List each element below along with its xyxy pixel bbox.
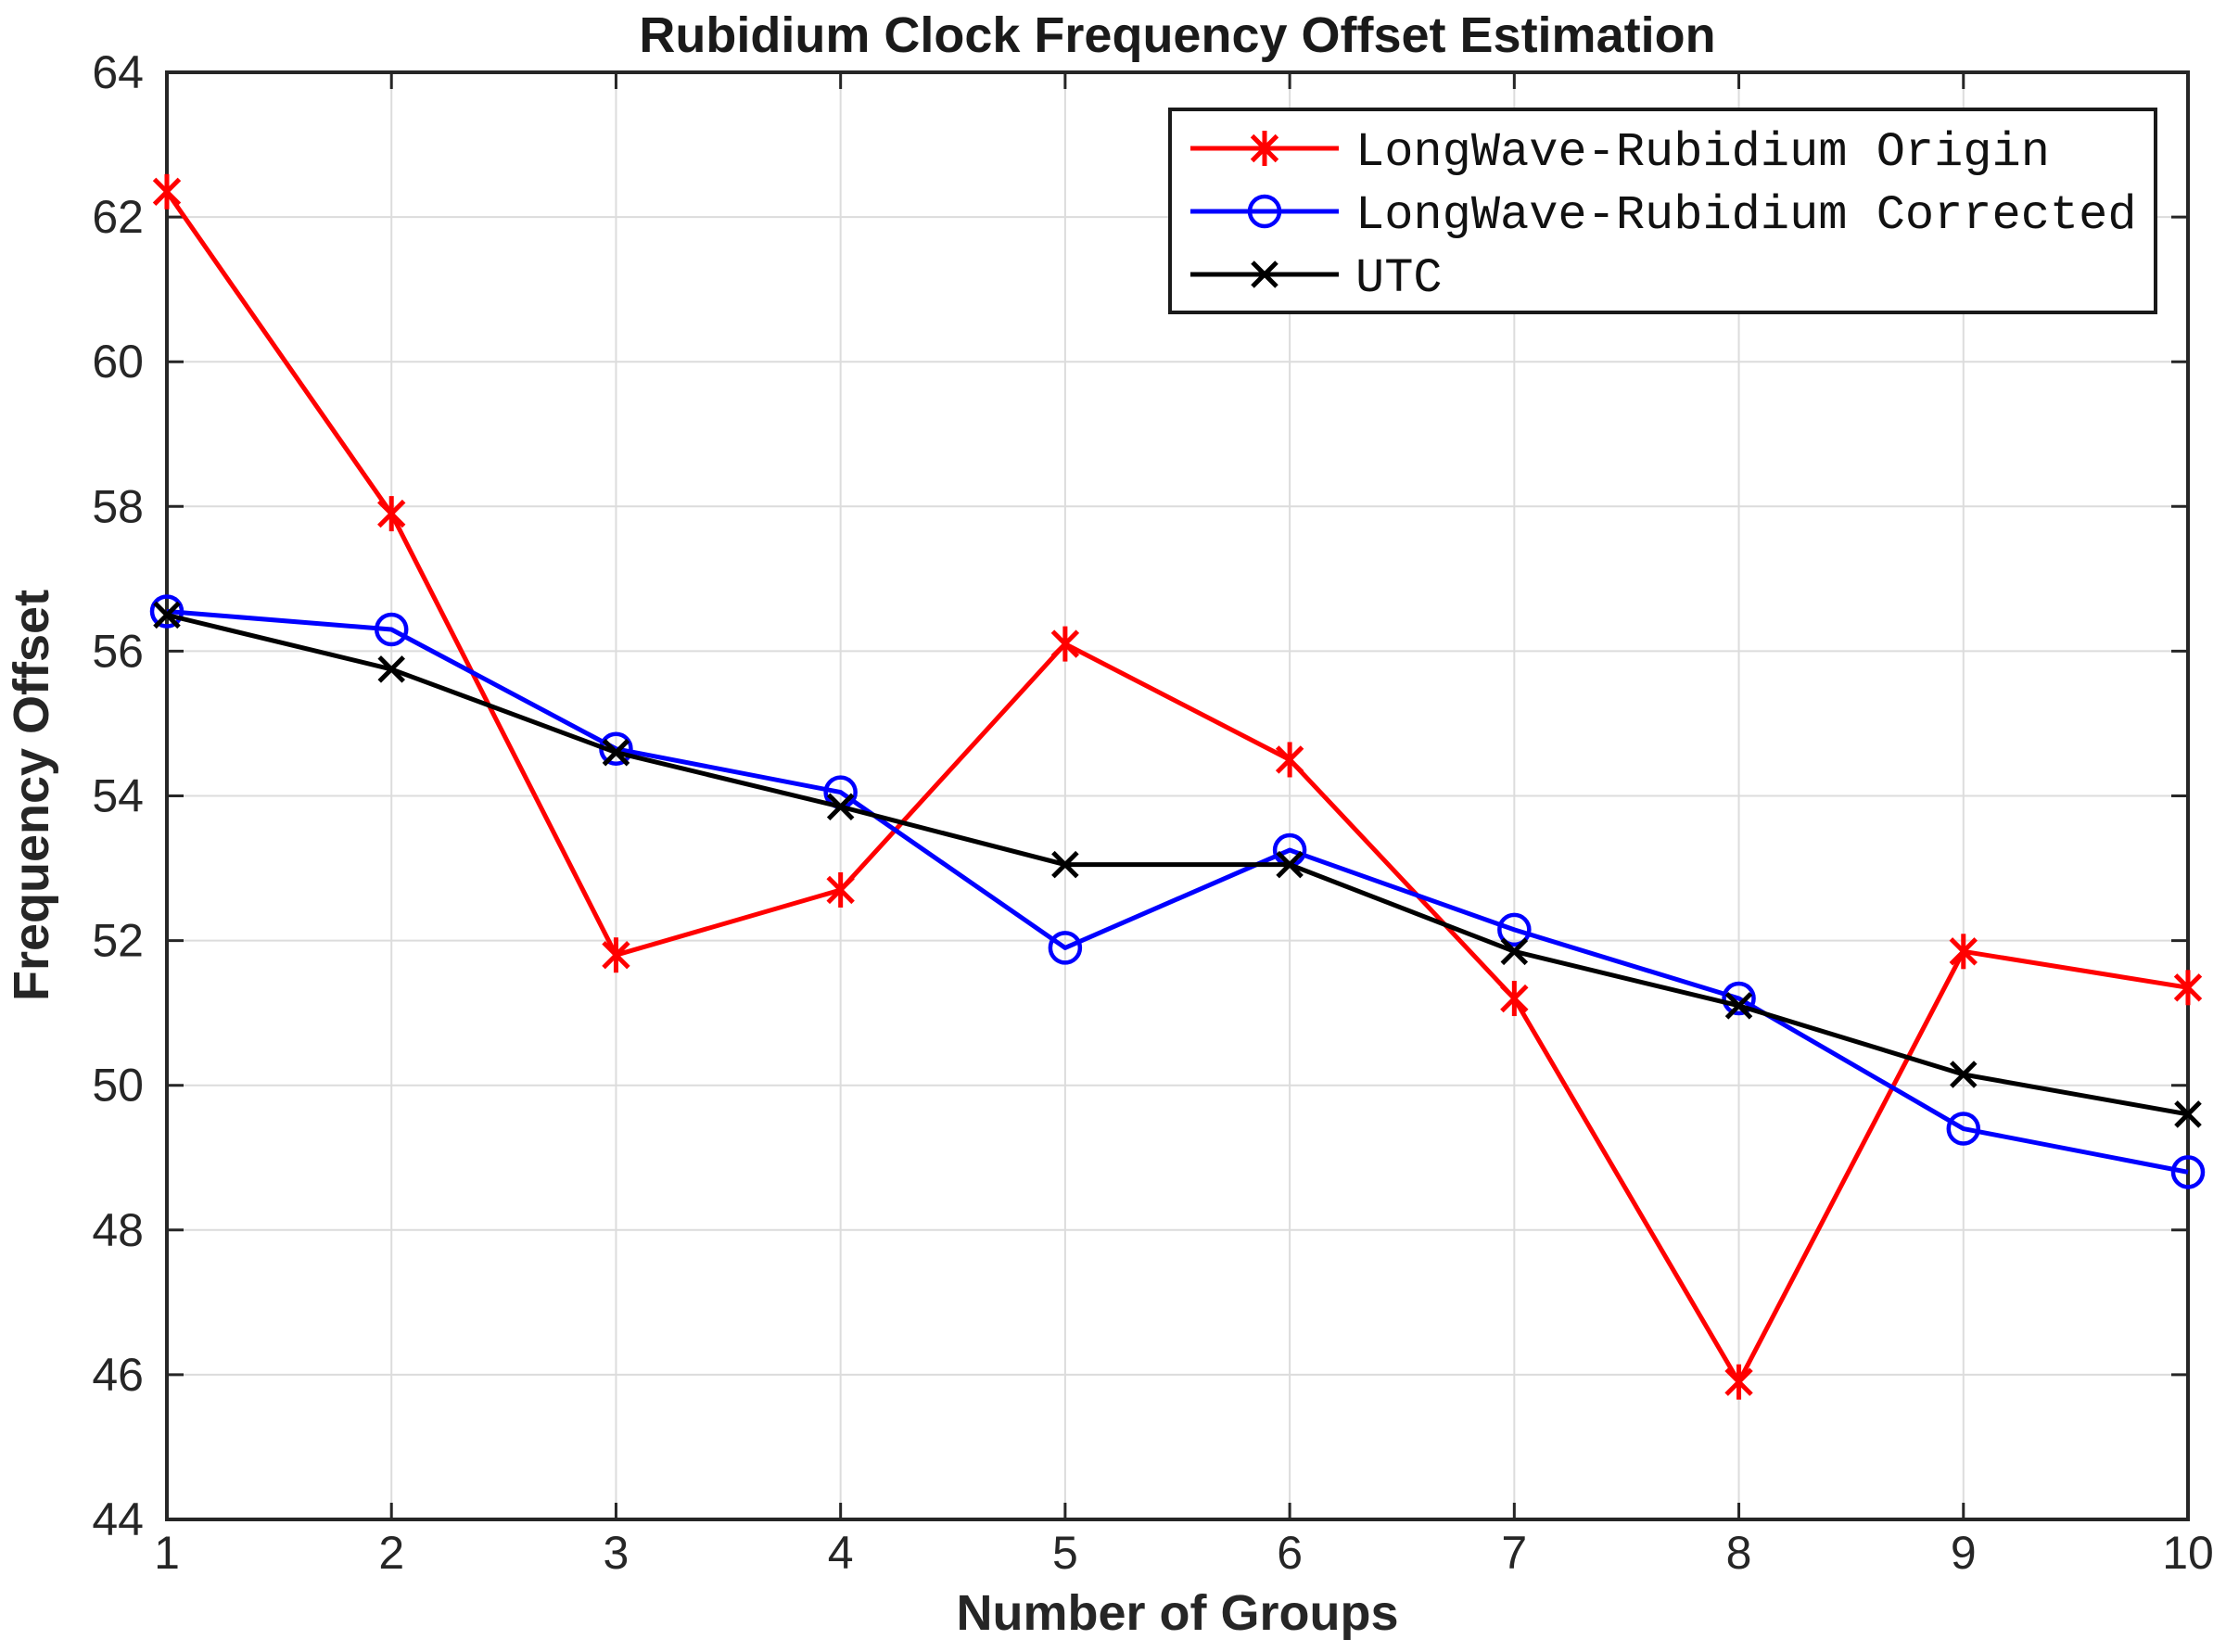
marker-circle [1497,912,1532,947]
line [1724,992,1753,1020]
axis-ticks [165,70,2190,1521]
line [826,793,855,820]
legend-label-origin: LongWave-Rubidium Origin [1355,125,2050,180]
series-longwave-rubidium-corrected [149,594,2206,1189]
y-tick-label: 64 [92,46,144,98]
line [1276,850,1304,879]
y-tick-labels: 44 46 48 50 52 54 56 58 60 62 64 [92,46,144,1545]
y-tick-label: 48 [92,1204,144,1256]
line [1251,261,1278,288]
data-series [149,173,2206,1400]
marker-circle [374,612,409,647]
marker-x [1500,937,1529,966]
marker-circle [1247,194,1282,229]
y-tick-label: 60 [92,336,144,388]
series-line-longwave-rubidium-origin [164,190,2189,1385]
line [1500,937,1529,966]
x-tick-label: 8 [1726,1527,1752,1579]
marker-circle [1722,981,1756,1016]
y-tick-label: 54 [92,770,144,822]
y-tick-label: 46 [92,1349,144,1401]
marker-circle [149,594,184,629]
marker-x [2174,1100,2202,1128]
x-axis-label: Number of Groups [956,1585,1398,1641]
line [1050,629,1080,658]
legend-samples [1190,131,1339,288]
line [153,601,181,629]
line [1275,745,1304,774]
x-tick-label: 7 [1501,1527,1527,1579]
line [1949,937,1978,966]
y-tick-label: 52 [92,915,144,967]
marker-circle [2170,1155,2206,1189]
series-line-longwave-rubidium-corrected [166,608,2189,1175]
line [1250,133,1279,163]
marker-asterisk [602,937,630,973]
marker-asterisk [1500,981,1529,1017]
line [377,655,405,683]
marker-asterisk [152,173,182,210]
marker-x [602,738,630,767]
x-tick-label: 1 [154,1527,180,1579]
series-utc [153,601,2202,1128]
line [377,499,406,528]
marker-x [377,655,405,683]
line [1950,1061,1978,1088]
x-tick-label: 6 [1277,1527,1303,1579]
y-tick-label: 56 [92,625,144,677]
x-tick-label: 10 [2162,1527,2214,1579]
line [1724,1367,1753,1396]
x-tick-labels: 1 2 3 4 5 6 7 8 9 10 [154,1527,2214,1579]
line [152,177,182,206]
legend-label-corrected: LongWave-Rubidium Corrected [1355,188,2137,243]
marker-asterisk [1250,131,1279,166]
series-line-utc [166,612,2189,1117]
marker-x [153,601,181,629]
y-axis-label: Frequency Offset [4,590,59,1001]
y-tick-label: 44 [92,1493,144,1545]
marker-asterisk [377,496,406,532]
marker-circle [1048,931,1083,965]
marker-asterisk [1724,1364,1753,1400]
y-tick-label: 62 [92,191,144,243]
marker-x [1276,850,1304,879]
x-tick-label: 5 [1052,1527,1078,1579]
marker-asterisk [826,871,855,908]
line [1051,850,1079,879]
marker-circle [1946,1112,1981,1146]
chart-title: Rubidium Clock Frequency Offset Estimati… [639,7,1715,63]
x-tick-label: 9 [1951,1527,1977,1579]
y-tick-label: 50 [92,1060,144,1112]
x-tick-label: 2 [378,1527,404,1579]
x-tick-label: 4 [828,1527,854,1579]
line [826,875,855,905]
series-longwave-rubidium-origin [152,173,2203,1400]
line [602,738,630,767]
marker-asterisk [1275,742,1304,778]
line [602,941,630,970]
y-tick-label: 58 [92,480,144,532]
marker-asterisk [1050,626,1080,662]
line [1500,984,1529,1013]
marker-x [1724,992,1753,1020]
x-tick-label: 3 [604,1527,630,1579]
marker-x [1251,261,1278,288]
marker-x [826,793,855,820]
marker-asterisk [2173,970,2203,1006]
marker-x [1950,1061,1978,1088]
legend: LongWave-Rubidium Origin LongWave-Rubidi… [1168,108,2157,314]
line [2174,1100,2202,1128]
marker-asterisk [1949,934,1978,970]
line [2173,973,2203,1002]
marker-x [1051,850,1079,879]
legend-label-utc: UTC [1355,251,1443,306]
